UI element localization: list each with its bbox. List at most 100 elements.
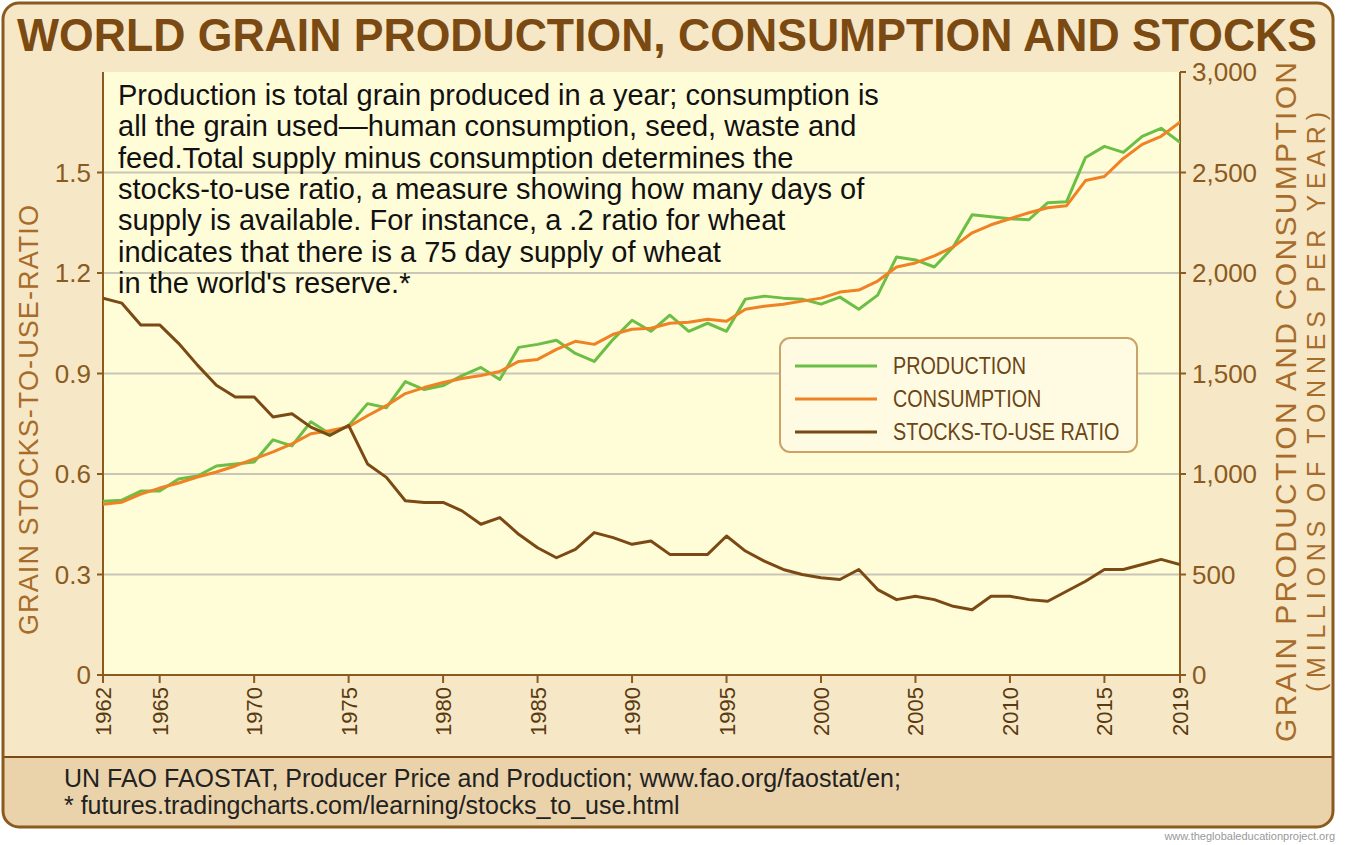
x-tick-label: 1990 bbox=[620, 687, 645, 736]
x-tick-label-group: 2000 bbox=[809, 687, 834, 736]
y-tick bbox=[97, 373, 103, 375]
legend-label: CONSUMPTION bbox=[893, 386, 1041, 412]
legend-box bbox=[780, 338, 1137, 452]
x-tick bbox=[253, 675, 255, 683]
x-tick-label: 2015 bbox=[1092, 687, 1117, 736]
y2-tick-label: 1,500 bbox=[1192, 359, 1257, 389]
y2-title-group: GRAIN PRODUCTION AND CONSUMPTION bbox=[1269, 62, 1302, 742]
footer-band bbox=[3, 757, 1333, 827]
x-tick-label-group: 1985 bbox=[526, 687, 551, 736]
y2-tick-label: 500 bbox=[1192, 560, 1235, 590]
card-border bbox=[3, 3, 1333, 827]
legend-label: STOCKS-TO-USE RATIO bbox=[893, 419, 1119, 445]
y-tick-label: 0.3 bbox=[55, 560, 91, 590]
x-tick bbox=[820, 675, 822, 683]
y2-tick bbox=[1180, 574, 1186, 576]
x-tick-label-group: 2019 bbox=[1168, 687, 1193, 736]
x-tick bbox=[1179, 675, 1181, 683]
x-tick-label: 2000 bbox=[809, 687, 834, 736]
annotation-line: feed.Total supply minus consumption dete… bbox=[118, 142, 793, 174]
x-tick-label: 1995 bbox=[715, 687, 740, 736]
x-tick-label-group: 1970 bbox=[242, 687, 267, 736]
y2-tick bbox=[1180, 172, 1186, 174]
x-tick-label: 1965 bbox=[148, 687, 173, 736]
series-line bbox=[103, 122, 1180, 504]
y-tick-label: 0.9 bbox=[55, 359, 91, 389]
x-tick-label: 1975 bbox=[337, 687, 362, 736]
x-axis-line bbox=[103, 674, 1180, 676]
annotation-line: all the grain used—human consumption, se… bbox=[118, 110, 856, 142]
source-line: * futures.tradingcharts.com/learning/sto… bbox=[64, 791, 680, 819]
x-tick-label: 1980 bbox=[431, 687, 456, 736]
y-tick-label: 0.6 bbox=[55, 459, 91, 489]
annotation-line: supply is available. For instance, a .2 … bbox=[118, 204, 785, 236]
x-tick-label-group: 1965 bbox=[148, 687, 173, 736]
x-tick-label-group: 1962 bbox=[91, 687, 116, 736]
x-tick-label: 2005 bbox=[903, 687, 928, 736]
footer-rule bbox=[3, 756, 1333, 758]
source-line: UN FAO FAOSTAT, Producer Price and Produ… bbox=[64, 764, 901, 792]
x-tick bbox=[348, 675, 350, 683]
y-tick bbox=[97, 574, 103, 576]
y2-tick-label: 1,000 bbox=[1192, 459, 1257, 489]
y2-tick-label: 2,500 bbox=[1192, 158, 1257, 188]
y-tick-label: 1.5 bbox=[55, 158, 91, 188]
y-title-group: GRAIN STOCKS-TO-USE-RATIO bbox=[14, 205, 44, 635]
annotation-line: Production is total grain produced in a … bbox=[118, 79, 879, 111]
card-background bbox=[3, 3, 1333, 827]
series-line bbox=[103, 298, 1180, 610]
credit: www.theglobaleducationproject.org bbox=[1163, 830, 1335, 842]
x-tick bbox=[442, 675, 444, 683]
grid-line bbox=[103, 674, 1180, 676]
x-tick-label-group: 1975 bbox=[337, 687, 362, 736]
y2-tick bbox=[1180, 373, 1186, 375]
y-tick bbox=[97, 473, 103, 475]
x-tick-label-group: 2010 bbox=[998, 687, 1023, 736]
x-tick bbox=[914, 675, 916, 683]
x-tick-label-group: 2005 bbox=[903, 687, 928, 736]
y2-tick-label: 2,000 bbox=[1192, 258, 1257, 288]
x-tick bbox=[631, 675, 633, 683]
x-tick-label: 1985 bbox=[526, 687, 551, 736]
annotation-line: stocks-to-use ratio, a measure showing h… bbox=[118, 173, 865, 205]
x-tick-label: 1970 bbox=[242, 687, 267, 736]
x-tick-label-group: 1990 bbox=[620, 687, 645, 736]
x-tick bbox=[1009, 675, 1011, 683]
title: WORLD GRAIN PRODUCTION, CONSUMPTION AND … bbox=[17, 9, 1317, 61]
legend-label: PRODUCTION bbox=[893, 353, 1026, 379]
x-tick bbox=[537, 675, 539, 683]
legend-swatch bbox=[795, 431, 877, 434]
x-tick-label-group: 1980 bbox=[431, 687, 456, 736]
y-axis-title: GRAIN STOCKS-TO-USE-RATIO bbox=[14, 205, 44, 635]
y2-tick bbox=[1180, 272, 1186, 274]
y2-title-group: (MILLIONS OF TONNES PER YEAR) bbox=[1302, 112, 1330, 692]
y-tick-label: 1.2 bbox=[55, 258, 91, 288]
annotation-line: in the world's reserve.* bbox=[118, 267, 410, 299]
x-tick-label: 2010 bbox=[998, 687, 1023, 736]
legend-swatch bbox=[795, 398, 877, 401]
y2-tick-label: 0 bbox=[1192, 660, 1206, 690]
y2-axis-subtitle: (MILLIONS OF TONNES PER YEAR) bbox=[1302, 112, 1330, 692]
chart-root: WORLD GRAIN PRODUCTION, CONSUMPTION AND … bbox=[0, 0, 1347, 845]
series-group bbox=[103, 122, 1180, 609]
y-tick-label: 0 bbox=[77, 660, 91, 690]
y2-tick bbox=[1180, 71, 1186, 73]
x-tick-label: 1962 bbox=[91, 687, 116, 736]
y2-tick-label: 3,000 bbox=[1192, 57, 1257, 87]
y-tick bbox=[97, 272, 103, 274]
y-tick bbox=[97, 172, 103, 174]
x-tick-label: 2019 bbox=[1168, 687, 1193, 736]
plot-background bbox=[103, 72, 1180, 675]
annotation-line: indicates that there is a 75 day supply … bbox=[118, 236, 721, 268]
x-tick-label-group: 1995 bbox=[715, 687, 740, 736]
x-tick bbox=[159, 675, 161, 683]
x-tick bbox=[726, 675, 728, 683]
x-tick bbox=[102, 675, 104, 683]
y2-tick bbox=[1180, 473, 1186, 475]
legend: PRODUCTION CONSUMPTION STOCKS-TO-USE RATIO bbox=[780, 338, 1137, 452]
grid-line bbox=[103, 473, 1180, 475]
footer-group bbox=[3, 757, 1333, 827]
legend-swatch bbox=[795, 365, 877, 368]
grid-line bbox=[103, 574, 1180, 576]
y2-axis-title: GRAIN PRODUCTION AND CONSUMPTION bbox=[1269, 62, 1302, 742]
